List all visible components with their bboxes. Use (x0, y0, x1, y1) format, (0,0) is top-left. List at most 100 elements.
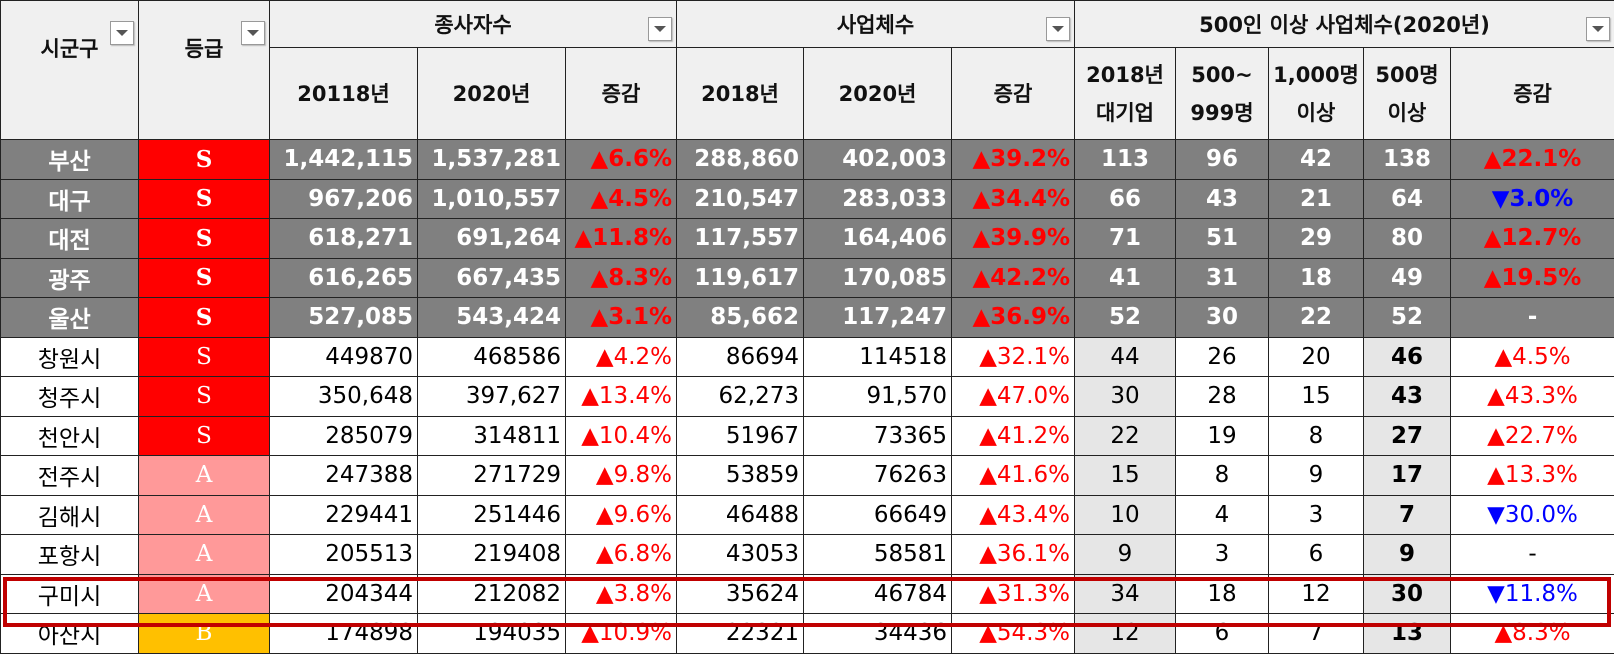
data-cell[interactable]: 543,424 (417, 297, 566, 338)
data-cell[interactable]: 288,860 (676, 139, 804, 180)
data-cell[interactable]: 42 (1268, 139, 1364, 180)
data-cell[interactable]: - (1449, 534, 1614, 575)
grade-cell[interactable]: S (138, 376, 270, 417)
data-cell[interactable]: ▲4.2% (565, 336, 677, 377)
data-cell[interactable]: 43 (1175, 178, 1269, 219)
data-cell[interactable]: 117,247 (803, 297, 952, 338)
data-cell[interactable]: ▲3.8% (565, 573, 677, 614)
data-cell[interactable]: 402,003 (803, 139, 952, 180)
data-cell[interactable]: 194035 (417, 613, 566, 654)
data-cell[interactable]: 8 (1268, 415, 1364, 456)
data-cell[interactable]: 18 (1268, 257, 1364, 298)
data-cell[interactable]: 285079 (269, 415, 418, 456)
data-cell[interactable]: ▲13.4% (565, 376, 677, 417)
data-cell[interactable]: ▲3.1% (565, 297, 677, 338)
data-cell[interactable]: ▲12.7% (1449, 218, 1614, 259)
data-cell[interactable]: 34 (1074, 573, 1176, 614)
city-cell[interactable]: 광주 (0, 257, 139, 298)
filter-dropdown-icon[interactable] (110, 21, 134, 45)
data-cell[interactable]: 86694 (676, 336, 804, 377)
data-cell[interactable]: ▼11.8% (1449, 573, 1614, 614)
grade-cell[interactable]: S (138, 218, 270, 259)
data-cell[interactable]: 251446 (417, 494, 566, 535)
data-cell[interactable]: ▲43.4% (951, 494, 1075, 535)
city-cell[interactable]: 부산 (0, 139, 139, 180)
filter-dropdown-icon[interactable] (241, 21, 265, 45)
data-cell[interactable]: ▲4.5% (1449, 336, 1614, 377)
city-cell[interactable]: 포항시 (0, 534, 139, 575)
data-cell[interactable]: 3 (1268, 494, 1364, 535)
data-cell[interactable]: ▲41.6% (951, 455, 1075, 496)
data-cell[interactable]: 27 (1363, 415, 1451, 456)
data-cell[interactable]: 3 (1175, 534, 1269, 575)
data-cell[interactable]: 91,570 (803, 376, 952, 417)
filter-dropdown-icon[interactable] (1046, 17, 1070, 41)
data-cell[interactable]: 527,085 (269, 297, 418, 338)
data-cell[interactable]: 271729 (417, 455, 566, 496)
data-cell[interactable]: 49 (1363, 257, 1451, 298)
data-cell[interactable]: 80 (1363, 218, 1451, 259)
data-cell[interactable]: 46 (1363, 336, 1451, 377)
city-cell[interactable]: 구미시 (0, 573, 139, 614)
data-cell[interactable]: ▲31.3% (951, 573, 1075, 614)
data-cell[interactable]: 119,617 (676, 257, 804, 298)
data-cell[interactable]: 212082 (417, 573, 566, 614)
data-cell[interactable]: 19 (1175, 415, 1269, 456)
data-cell[interactable]: 31 (1175, 257, 1269, 298)
grade-cell[interactable]: A (138, 534, 270, 575)
city-cell[interactable]: 대구 (0, 178, 139, 219)
grade-cell[interactable]: A (138, 455, 270, 496)
data-cell[interactable]: ▲10.4% (565, 415, 677, 456)
data-cell[interactable]: ▲39.2% (951, 139, 1075, 180)
grade-cell[interactable]: S (138, 178, 270, 219)
data-cell[interactable]: 44 (1074, 336, 1176, 377)
data-cell[interactable]: 350,648 (269, 376, 418, 417)
data-cell[interactable]: 58581 (803, 534, 952, 575)
data-cell[interactable]: 29 (1268, 218, 1364, 259)
data-cell[interactable]: ▲32.1% (951, 336, 1075, 377)
grade-cell[interactable]: S (138, 415, 270, 456)
data-cell[interactable]: 15 (1268, 376, 1364, 417)
data-cell[interactable]: 26 (1175, 336, 1269, 377)
data-cell[interactable]: ▲9.8% (565, 455, 677, 496)
data-cell[interactable]: 667,435 (417, 257, 566, 298)
data-cell[interactable]: 22 (1268, 297, 1364, 338)
city-cell[interactable]: 대전 (0, 218, 139, 259)
data-cell[interactable]: ▲36.1% (951, 534, 1075, 575)
grade-cell[interactable]: S (138, 257, 270, 298)
data-cell[interactable]: 96 (1175, 139, 1269, 180)
data-cell[interactable]: 967,206 (269, 178, 418, 219)
city-cell[interactable]: 울산 (0, 297, 139, 338)
filter-dropdown-icon[interactable] (648, 17, 672, 41)
data-cell[interactable]: 51 (1175, 218, 1269, 259)
data-cell[interactable]: ▲36.9% (951, 297, 1075, 338)
data-cell[interactable]: 41 (1074, 257, 1176, 298)
data-cell[interactable]: ▲22.1% (1449, 139, 1614, 180)
data-cell[interactable]: 8 (1175, 455, 1269, 496)
city-cell[interactable]: 전주시 (0, 455, 139, 496)
data-cell[interactable]: ▲13.3% (1449, 455, 1614, 496)
data-cell[interactable]: 30 (1363, 573, 1451, 614)
data-cell[interactable]: 397,627 (417, 376, 566, 417)
data-cell[interactable]: 113 (1074, 139, 1176, 180)
data-cell[interactable]: 1,442,115 (269, 139, 418, 180)
city-cell[interactable]: 아산시 (0, 613, 139, 654)
data-cell[interactable]: 691,264 (417, 218, 566, 259)
city-cell[interactable]: 창원시 (0, 336, 139, 377)
data-cell[interactable]: 1,010,557 (417, 178, 566, 219)
grade-cell[interactable]: S (138, 139, 270, 180)
data-cell[interactable]: - (1449, 297, 1614, 338)
data-cell[interactable]: ▲19.5% (1449, 257, 1614, 298)
data-cell[interactable]: ▲42.2% (951, 257, 1075, 298)
data-cell[interactable]: 219408 (417, 534, 566, 575)
data-cell[interactable]: 117,557 (676, 218, 804, 259)
data-cell[interactable]: 204344 (269, 573, 418, 614)
data-cell[interactable]: ▲22.7% (1449, 415, 1614, 456)
data-cell[interactable]: ▲8.3% (565, 257, 677, 298)
data-cell[interactable]: 314811 (417, 415, 566, 456)
data-cell[interactable]: ▲43.3% (1449, 376, 1614, 417)
data-cell[interactable]: 18 (1175, 573, 1269, 614)
city-cell[interactable]: 김해시 (0, 494, 139, 535)
data-cell[interactable]: 205513 (269, 534, 418, 575)
data-cell[interactable]: 12 (1074, 613, 1176, 654)
